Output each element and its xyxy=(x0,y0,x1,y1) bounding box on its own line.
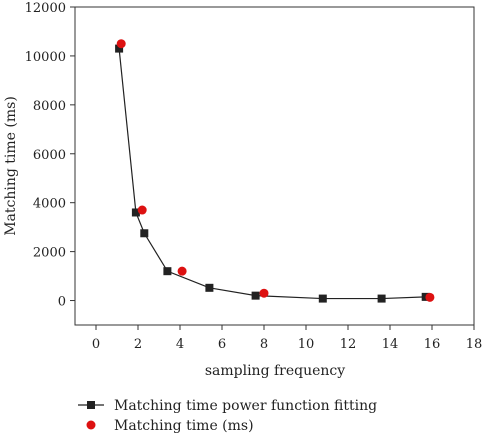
legend-label-measured: Matching time (ms) xyxy=(114,418,254,434)
y-axis-title: Matching time (ms) xyxy=(3,96,19,236)
data-point-square xyxy=(115,44,124,53)
x-tick-label: 8 xyxy=(260,337,268,352)
x-tick-label: 18 xyxy=(466,337,483,352)
data-point-square xyxy=(140,229,149,238)
series-layer xyxy=(115,39,435,303)
y-tick-label: 4000 xyxy=(33,197,66,212)
x-axis-title: sampling frequency xyxy=(205,363,345,379)
data-point-square xyxy=(163,267,172,276)
legend-circle-marker xyxy=(86,420,96,430)
y-tick-label: 10000 xyxy=(25,50,66,65)
x-tick-labels: 0 2 4 6 8 10 12 14 16 18 xyxy=(92,337,482,352)
data-point-circle xyxy=(116,39,126,49)
x-tick-label: 2 xyxy=(134,337,142,352)
data-point-circle xyxy=(425,292,435,302)
x-tick-label: 16 xyxy=(424,337,441,352)
data-point-square xyxy=(131,208,140,217)
y-tick-label: 2000 xyxy=(33,246,66,261)
x-tick-label: 12 xyxy=(340,337,357,352)
tick-marks xyxy=(70,6,475,330)
x-tick-label: 6 xyxy=(218,337,226,352)
y-tick-labels: 0 2000 4000 6000 8000 10000 12000 xyxy=(25,1,66,310)
data-point-circle xyxy=(177,266,187,276)
legend: Matching time power function fitting Mat… xyxy=(78,398,377,434)
y-tick-label: 8000 xyxy=(33,99,66,114)
plot-frame xyxy=(74,6,475,326)
x-tick-label: 10 xyxy=(298,337,315,352)
data-point-square xyxy=(251,291,260,300)
y-tick-label: 12000 xyxy=(25,1,66,16)
data-point-square xyxy=(318,294,327,303)
data-point-circle xyxy=(259,288,269,298)
x-tick-label: 0 xyxy=(92,337,100,352)
data-point-circle xyxy=(137,205,147,215)
series-2 xyxy=(116,39,435,302)
series-line xyxy=(118,48,426,300)
y-tick-label: 0 xyxy=(58,295,66,310)
x-tick-label: 4 xyxy=(176,337,184,352)
y-tick-label: 6000 xyxy=(33,148,66,163)
series-1 xyxy=(115,44,430,303)
x-tick-label: 14 xyxy=(382,337,399,352)
data-point-square xyxy=(205,283,214,292)
data-point-square xyxy=(377,294,386,303)
legend-label-fit: Matching time power function fitting xyxy=(114,398,377,414)
legend-square-marker xyxy=(87,401,95,409)
